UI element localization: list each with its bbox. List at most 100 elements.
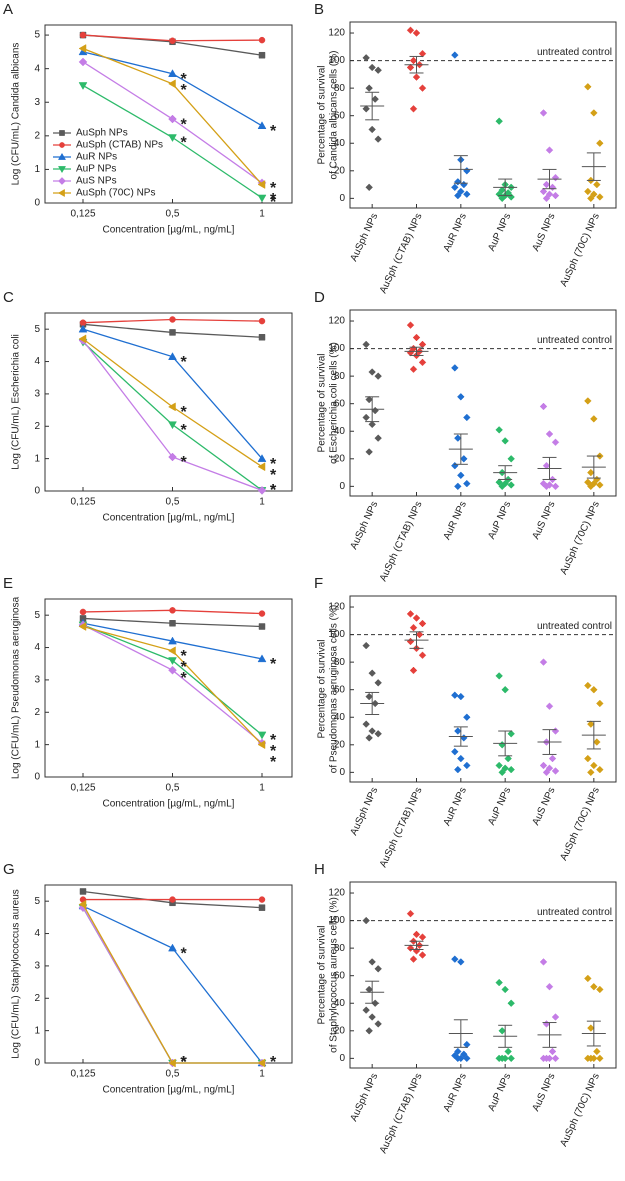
marker [169, 620, 176, 627]
marker [545, 430, 554, 438]
marker [169, 329, 176, 336]
marker [365, 1027, 373, 1035]
y-tick-label: 4 [34, 356, 40, 367]
x-tick-label: AuSph NPs [348, 500, 380, 552]
marker [418, 340, 427, 349]
marker [368, 368, 376, 376]
x-tick-label: AuSph (70C) NPs [558, 212, 602, 289]
marker [596, 699, 604, 708]
marker [498, 1027, 506, 1035]
y-tick-label: 1 [34, 453, 40, 464]
legend-label: AuP NPs [76, 164, 116, 175]
x-tick-label: AuP NPs [486, 1072, 513, 1113]
marker [451, 955, 459, 963]
marker [79, 608, 87, 616]
y-tick-label: 20 [334, 1025, 346, 1036]
marker [542, 482, 551, 491]
reference-label: untreated control [537, 335, 612, 346]
y-tick-label: 80 [334, 83, 346, 94]
marker [412, 614, 421, 622]
marker [454, 765, 462, 774]
x-tick-label: AuS NPs [530, 500, 557, 541]
significance-star: * [270, 1054, 277, 1071]
marker [539, 109, 548, 117]
marker [593, 738, 601, 746]
marker [418, 951, 427, 959]
significance-star: * [181, 82, 188, 99]
x-tick-label: AuSph (70C) NPs [558, 1072, 602, 1149]
marker [593, 180, 601, 189]
significance-star: * [181, 135, 188, 152]
marker [258, 36, 266, 44]
marker [368, 125, 376, 134]
marker [415, 630, 424, 639]
marker [365, 183, 373, 192]
x-tick-label: AuP NPs [486, 500, 513, 541]
marker [457, 754, 465, 763]
y-axis-label: Percentage of survival [317, 926, 328, 1025]
marker [362, 641, 370, 650]
marker [542, 461, 551, 470]
marker [78, 899, 87, 909]
significance-star: * [181, 422, 188, 439]
y-tick-label: 20 [334, 453, 346, 464]
y-tick-label: 3 [34, 961, 40, 972]
marker [587, 468, 595, 477]
marker [258, 610, 266, 617]
marker [412, 333, 421, 342]
x-tick-label: 1 [259, 209, 265, 220]
marker [257, 454, 267, 462]
y-tick-label: 0 [339, 481, 345, 492]
x-tick-label: AuR NPs [442, 786, 469, 828]
y-tick-label: 0 [34, 486, 40, 497]
reference-label: untreated control [537, 907, 612, 918]
marker [167, 646, 176, 656]
marker [406, 637, 415, 646]
y-tick-label: 0 [34, 1058, 40, 1069]
marker [257, 462, 266, 472]
significance-star: * [181, 1054, 188, 1071]
marker [584, 754, 592, 763]
plot-frame [44, 312, 293, 492]
marker [78, 82, 88, 90]
marker [418, 358, 427, 367]
marker [168, 943, 177, 952]
x-tick-label: 0,125 [70, 1069, 95, 1080]
y-tick-label: 4 [34, 642, 40, 653]
marker [551, 173, 560, 182]
marker [551, 438, 560, 447]
marker [507, 765, 515, 774]
y-tick-label: 4 [34, 63, 40, 74]
marker [167, 1058, 176, 1068]
marker [169, 607, 176, 614]
marker [596, 481, 604, 489]
marker [168, 657, 177, 665]
marker [365, 692, 373, 701]
marker [167, 79, 176, 89]
marker [551, 1013, 560, 1021]
marker [418, 619, 427, 628]
marker [539, 187, 548, 196]
marker [57, 166, 67, 174]
marker [542, 194, 551, 203]
marker [539, 958, 548, 966]
marker [362, 1006, 370, 1014]
marker [507, 999, 515, 1007]
y-tick-label: 3 [34, 675, 40, 686]
y-tick-label: 2 [34, 130, 40, 141]
marker [501, 985, 509, 994]
x-tick-label: AuR NPs [442, 1072, 469, 1114]
y-tick-label: 40 [334, 712, 346, 723]
marker [59, 130, 65, 136]
marker [587, 194, 595, 203]
marker [460, 180, 468, 189]
marker [590, 685, 598, 694]
marker [257, 740, 266, 750]
marker [460, 455, 468, 463]
y-tick-label: 3 [34, 389, 40, 400]
marker [593, 1047, 601, 1056]
marker [463, 413, 471, 422]
significance-star: * [181, 670, 188, 687]
y-axis-label: Log (CFU/mL) Escherichia coli [11, 334, 22, 470]
